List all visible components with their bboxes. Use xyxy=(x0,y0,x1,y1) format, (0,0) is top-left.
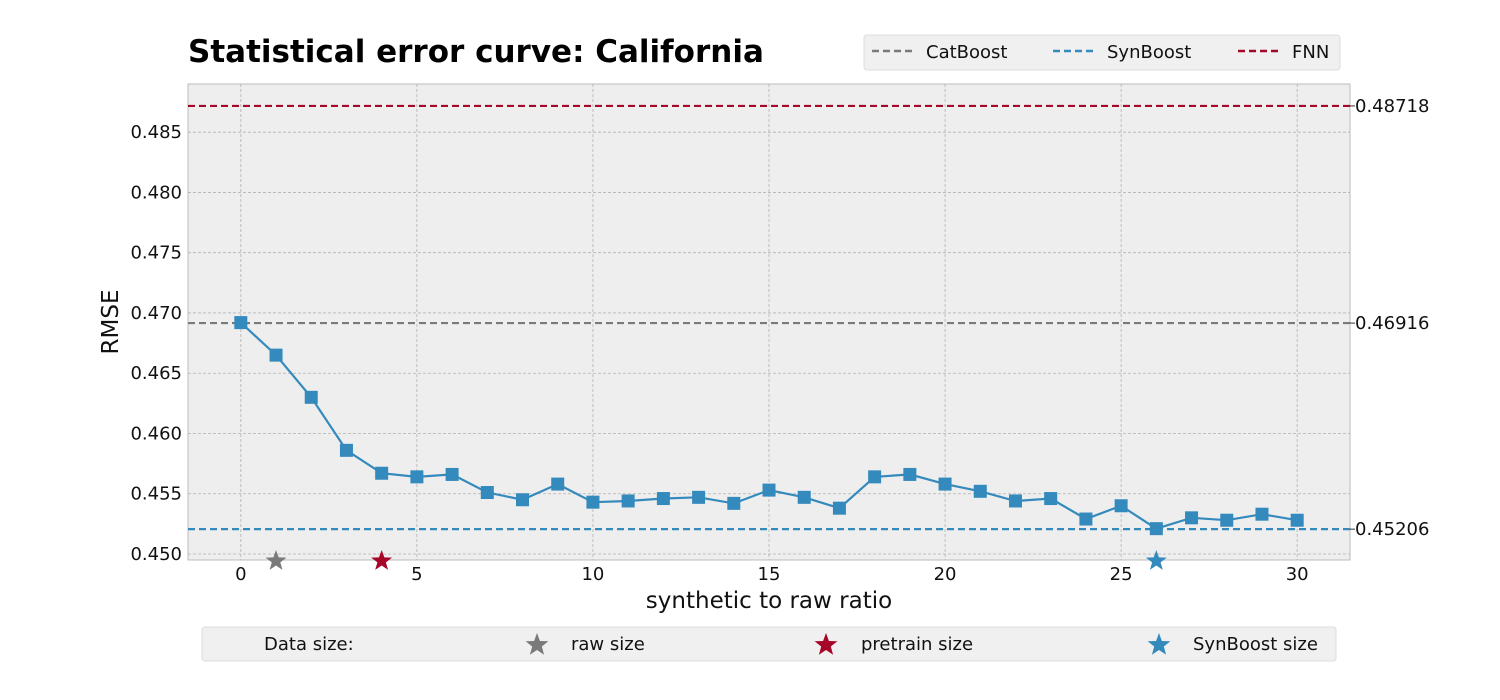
series-rmse xyxy=(234,316,1304,536)
star-marker-raw-size xyxy=(265,550,287,570)
data-point xyxy=(551,477,565,491)
data-point xyxy=(938,477,952,491)
legend-bottom: Data size: raw size pretrain size SynBoo… xyxy=(201,626,1337,662)
data-point xyxy=(621,494,635,508)
x-axis-ticks: 0 5 10 15 20 25 30 xyxy=(235,564,1309,585)
x-tick-label: 25 xyxy=(1110,564,1133,585)
legend-fnn-label: FNN xyxy=(1292,42,1329,63)
x-axis-label: synthetic to raw ratio xyxy=(646,588,892,614)
y-tick-label: 0.450 xyxy=(130,544,182,565)
y-tick-label: 0.455 xyxy=(130,484,182,505)
data-point xyxy=(269,348,283,362)
right-tick-label: 0.48718 xyxy=(1355,96,1429,117)
right-tick-label: 0.45206 xyxy=(1355,519,1429,540)
y-axis-ticks: 0.450 0.455 0.460 0.465 0.470 0.475 0.480 0.485 xyxy=(130,122,182,565)
data-point xyxy=(692,490,706,504)
legend-catboost-label: CatBoost xyxy=(926,42,1007,63)
data-point xyxy=(1149,522,1163,536)
legend-top-frame xyxy=(863,34,1341,71)
legend-star-icon xyxy=(525,633,549,655)
y-tick-label: 0.480 xyxy=(130,182,182,203)
x-tick-label: 20 xyxy=(934,564,957,585)
legend-synboost-size-label: SynBoost size xyxy=(1193,634,1318,655)
data-point xyxy=(480,486,494,500)
star-marker-pretrain-size xyxy=(371,550,393,570)
data-point xyxy=(516,493,530,507)
star-marker-SynBoost-size xyxy=(1145,550,1167,570)
data-point xyxy=(234,316,248,330)
data-point xyxy=(410,470,424,484)
data-point xyxy=(1044,492,1058,506)
data-point xyxy=(586,495,600,509)
legend-top: CatBoost SynBoost FNN xyxy=(863,34,1341,71)
data-point xyxy=(832,501,846,515)
data-point xyxy=(868,470,882,484)
legend-pretrain-size-label: pretrain size xyxy=(861,634,973,655)
data-point xyxy=(1114,499,1128,513)
legend-raw-size-label: raw size xyxy=(571,634,645,655)
x-tick-label: 5 xyxy=(411,564,422,585)
data-point xyxy=(1255,507,1269,521)
y-axis-label: RMSE xyxy=(98,290,124,355)
right-tick-label: 0.46916 xyxy=(1355,313,1429,334)
y-tick-label: 0.460 xyxy=(130,423,182,444)
right-axis-ticks: 0.46916 0.45206 0.48718 xyxy=(1350,96,1429,540)
data-point xyxy=(797,490,811,504)
x-tick-label: 10 xyxy=(581,564,604,585)
data-point xyxy=(727,496,741,510)
y-tick-label: 0.475 xyxy=(130,243,182,264)
data-point xyxy=(304,390,318,404)
chart-title: Statistical error curve: California xyxy=(188,34,764,70)
y-tick-label: 0.485 xyxy=(130,122,182,143)
legend-data-size-title: Data size: xyxy=(264,634,354,655)
legend-star-icon xyxy=(814,633,838,655)
legend-bottom-frame xyxy=(201,626,1337,662)
data-point xyxy=(762,483,776,497)
data-point xyxy=(339,443,353,457)
size-markers xyxy=(265,550,1167,570)
data-point xyxy=(1079,512,1093,526)
x-tick-label: 30 xyxy=(1286,564,1309,585)
data-point xyxy=(1290,513,1304,527)
data-point xyxy=(903,467,917,481)
data-point xyxy=(375,466,389,480)
legend-star-icon xyxy=(1147,633,1171,655)
data-point xyxy=(445,467,459,481)
data-point xyxy=(1008,494,1022,508)
x-tick-label: 15 xyxy=(758,564,781,585)
y-tick-label: 0.470 xyxy=(130,303,182,324)
data-point xyxy=(973,484,987,498)
data-point xyxy=(656,492,670,506)
data-point xyxy=(1220,513,1234,527)
y-tick-label: 0.465 xyxy=(130,363,182,384)
data-point xyxy=(1185,511,1199,525)
legend-synboost-label: SynBoost xyxy=(1107,42,1191,63)
x-tick-label: 0 xyxy=(235,564,246,585)
